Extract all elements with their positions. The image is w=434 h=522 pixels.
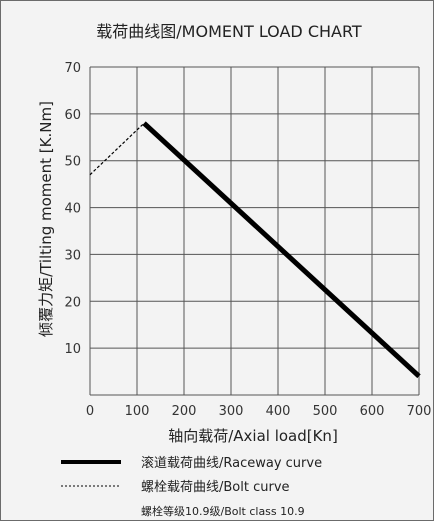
x-tick-label: 100 [125, 404, 150, 419]
x-tick-label: 600 [360, 404, 385, 419]
x-tick-label: 0 [86, 404, 94, 419]
grid [89, 66, 420, 396]
y-tick-label: 20 [64, 295, 81, 310]
x-tick-label: 400 [266, 404, 291, 419]
legend: 滚道载荷曲线/Raceway curve 螺栓载荷曲线/Bolt curve [61, 455, 322, 495]
y-tick-label: 10 [64, 342, 81, 357]
legend-label-1: 螺栓载荷曲线/Bolt curve [141, 480, 290, 495]
x-tick-label: 300 [219, 404, 244, 419]
y-axis-label: 倾覆力矩/Tilting moment [K.Nm] [37, 101, 55, 337]
x-axis-label: 轴向载荷/Axial load[Kn] [168, 427, 338, 445]
raceway-curve-line [142, 121, 421, 379]
y-tick-label: 30 [64, 248, 81, 263]
y-tick-label: 70 [64, 61, 81, 76]
x-tick-label: 500 [313, 404, 338, 419]
y-tick-label: 50 [64, 155, 81, 170]
bolt-class-note: 螺栓等级10.9级/Bolt class 10.9 [141, 504, 305, 518]
y-tick-label: 60 [64, 108, 81, 123]
x-tick-labels: 0 100 200 300 400 500 600 700 [86, 404, 432, 419]
x-tick-label: 700 [407, 404, 432, 419]
chart-title: 载荷曲线图/MOMENT LOAD CHART [96, 22, 362, 41]
x-tick-label: 200 [172, 404, 197, 419]
legend-label-0: 滚道载荷曲线/Raceway curve [141, 455, 322, 471]
bolt-curve-line [89, 122, 145, 176]
y-tick-labels: 10 20 30 40 50 60 70 [64, 61, 81, 357]
series-lines [89, 121, 421, 379]
y-tick-label: 40 [64, 202, 81, 217]
